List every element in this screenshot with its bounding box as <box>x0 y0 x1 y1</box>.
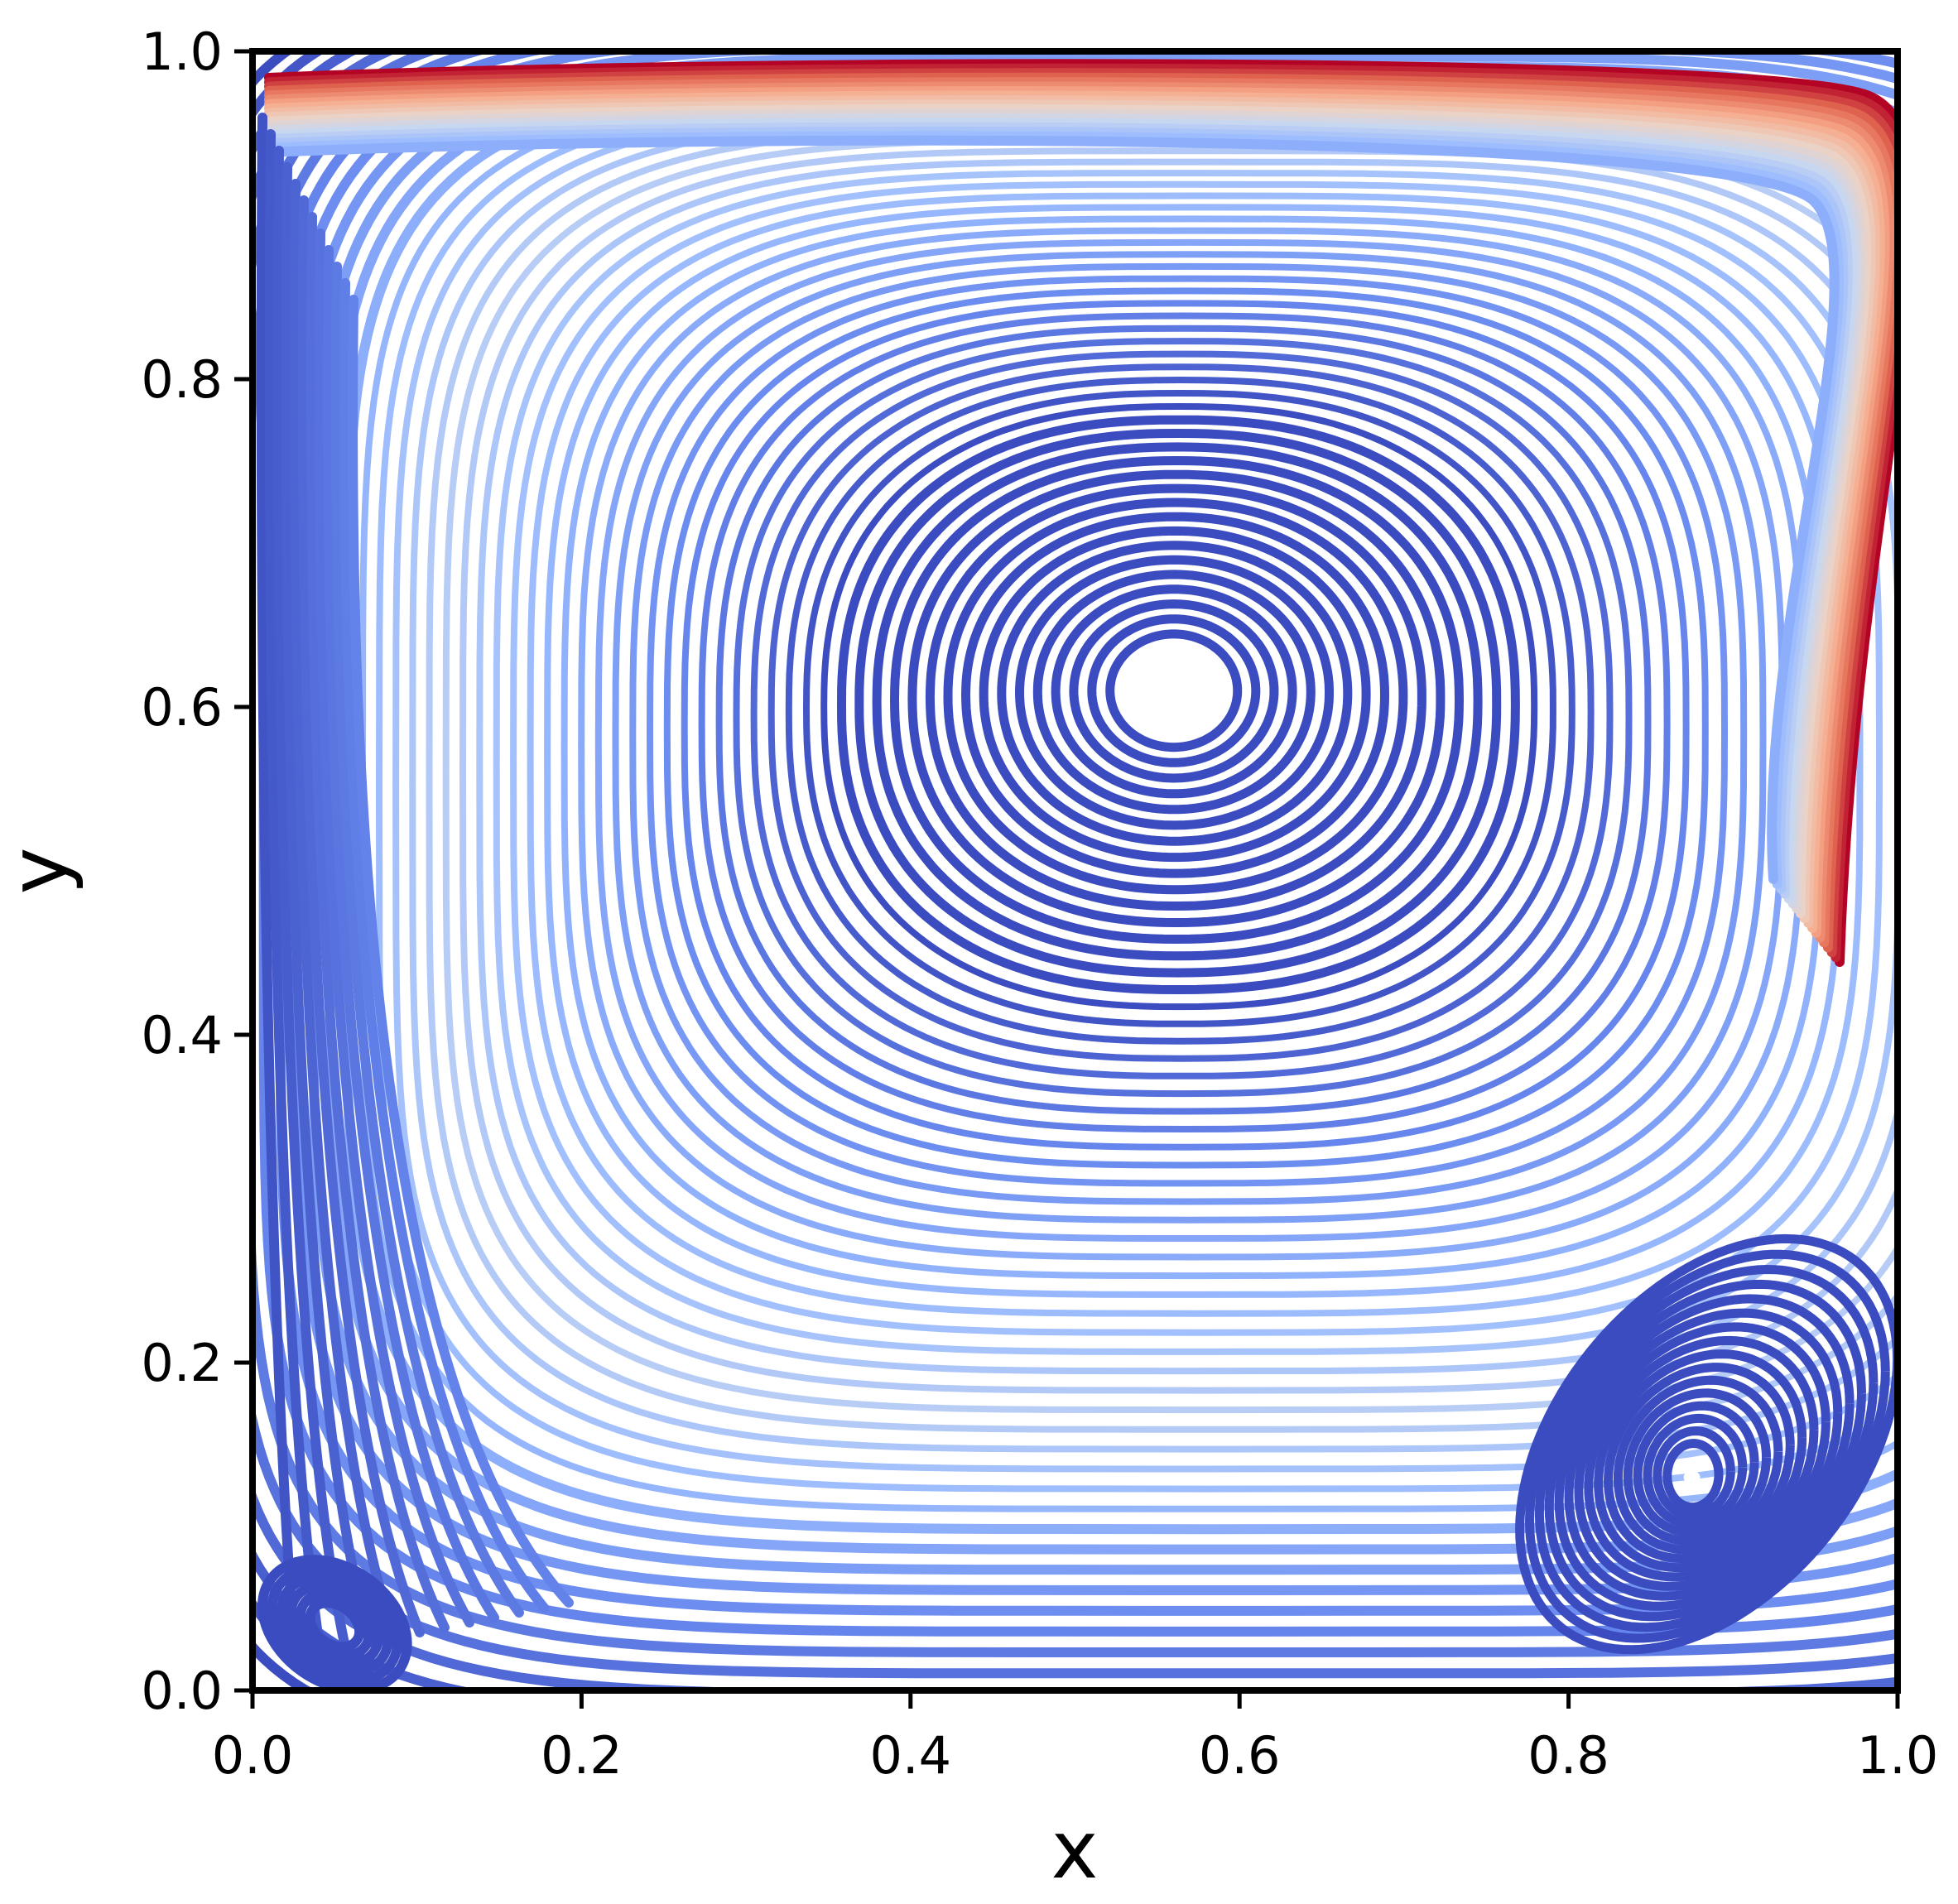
streamlines <box>253 51 1898 1690</box>
primary-vortex-streamline <box>715 325 1652 1115</box>
corner-vortex-streamline <box>286 1580 384 1670</box>
primary-vortex-center <box>1166 685 1181 697</box>
lid-streamline <box>264 135 1840 884</box>
primary-vortex-streamline <box>820 402 1538 1011</box>
x-tick-label: 0.0 <box>212 1725 294 1786</box>
left-wall-streamline <box>314 228 474 1628</box>
secondary-vortex-streamline <box>1643 1413 1748 1529</box>
x-tick-label: 1.0 <box>1857 1725 1939 1786</box>
x-axis-ticks: 0.0 0.2 0.4 0.6 0.8 1.0 <box>212 1690 1939 1786</box>
y-tick-label: 0.0 <box>141 1661 223 1721</box>
x-tick-label: 0.6 <box>1199 1725 1281 1786</box>
corner-vortex-streamline <box>305 1598 365 1652</box>
secondary-vortex-center <box>1683 1470 1701 1484</box>
secondary-vortex-streamline <box>1544 1279 1866 1622</box>
y-tick-label: 0.6 <box>141 677 223 738</box>
left-wall-streamline <box>305 212 450 1632</box>
corner-vortex-streamline <box>267 1563 403 1686</box>
primary-vortex-streamline <box>459 147 1898 1394</box>
y-tick-label: 0.4 <box>141 1005 223 1065</box>
primary-vortex-streamline <box>767 363 1595 1062</box>
primary-vortex-streamline <box>544 204 1844 1298</box>
primary-vortex-streamline <box>802 389 1556 1027</box>
primary-vortex-streamline <box>943 498 1408 895</box>
corner-vortex-streamline <box>257 1555 412 1690</box>
primary-vortex-streamline <box>960 512 1389 878</box>
y-axis-label: y <box>0 848 85 895</box>
primary-vortex-streamline <box>1069 599 1279 783</box>
left-wall-streamline <box>348 295 574 1608</box>
primary-vortex-streamline <box>698 312 1671 1133</box>
primary-vortex-streamline <box>854 428 1502 978</box>
primary-vortex-streamline <box>997 541 1353 846</box>
y-axis-ticks: 0.0 0.2 0.4 0.6 0.8 1.0 <box>141 22 253 1721</box>
primary-vortex-streamline <box>925 483 1426 911</box>
primary-vortex-streamline <box>527 192 1864 1317</box>
secondary-vortex-streamline <box>1564 1308 1843 1601</box>
primary-vortex-streamline <box>612 251 1767 1224</box>
y-tick-label: 0.8 <box>141 349 223 410</box>
primary-vortex-streamline <box>889 455 1464 945</box>
left-wall-streamline <box>323 245 499 1623</box>
primary-vortex-streamline <box>1051 584 1297 799</box>
y-tick-label: 1.0 <box>141 22 223 82</box>
primary-vortex-streamline <box>733 338 1633 1098</box>
x-axis-label: x <box>1051 1804 1099 1897</box>
primary-vortex-streamline <box>979 526 1371 863</box>
secondary-vortex-streamline <box>1633 1401 1759 1537</box>
secondary-vortex-streamline <box>1662 1439 1724 1512</box>
secondary-vortex-streamline <box>1574 1322 1831 1591</box>
primary-vortex-streamline <box>1032 570 1316 815</box>
primary-vortex-streamline <box>836 415 1520 995</box>
secondary-vortex-streamline <box>1653 1426 1735 1521</box>
primary-vortex-streamline <box>872 442 1483 961</box>
x-tick-label: 0.4 <box>869 1725 951 1786</box>
primary-vortex-streamline <box>1087 614 1261 767</box>
left-wall-streamline <box>331 262 524 1618</box>
x-tick-label: 0.8 <box>1527 1725 1609 1786</box>
secondary-vortex-streamline <box>1554 1294 1855 1611</box>
primary-vortex-streamline <box>646 275 1728 1187</box>
left-wall-streamline <box>281 162 375 1647</box>
primary-vortex-streamline <box>629 262 1748 1205</box>
corner-vortex-streamline <box>277 1572 393 1678</box>
secondary-vortex-streamline <box>1524 1249 1890 1643</box>
left-wall-streamline <box>339 278 549 1613</box>
primary-vortex-streamline <box>663 287 1709 1169</box>
primary-vortex-streamline <box>594 238 1786 1243</box>
left-wall-streamline <box>264 129 325 1657</box>
left-wall-streamline <box>256 113 301 1662</box>
secondary-vortex-streamline <box>1613 1375 1783 1555</box>
primary-vortex-streamline <box>907 469 1446 928</box>
primary-vortex-streamline <box>1014 555 1334 830</box>
secondary-vortex-streamline <box>1584 1335 1819 1582</box>
primary-vortex-streamline <box>578 227 1806 1261</box>
secondary-vortex-streamline <box>1623 1388 1771 1546</box>
plot-frame <box>249 48 1901 1694</box>
secondary-vortex-streamline <box>1534 1264 1879 1632</box>
secondary-vortex-streamline <box>1603 1363 1795 1564</box>
primary-vortex-streamline <box>785 376 1576 1045</box>
primary-vortex-streamline <box>750 350 1614 1079</box>
primary-vortex-streamline <box>560 215 1825 1280</box>
primary-vortex-streamline <box>681 300 1690 1151</box>
y-tick-label: 0.2 <box>141 1333 223 1393</box>
left-wall-streamline <box>272 146 350 1652</box>
corner-vortex-streamline <box>296 1589 374 1661</box>
primary-vortex-streamline <box>1105 629 1243 752</box>
left-wall-streamline <box>289 179 400 1642</box>
left-wall-streamline <box>297 195 425 1637</box>
secondary-vortex-streamline <box>1515 1233 1898 1655</box>
x-tick-label: 0.2 <box>541 1725 623 1786</box>
secondary-vortex-streamline <box>1594 1349 1807 1573</box>
